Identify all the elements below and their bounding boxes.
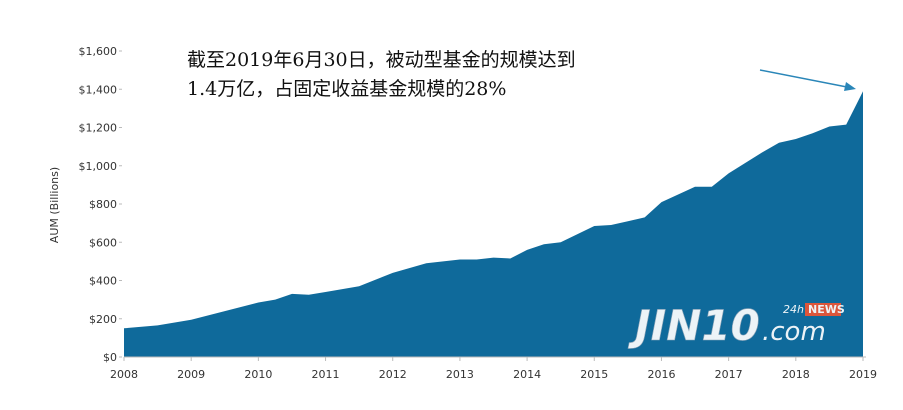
area <box>124 91 863 357</box>
watermark: JIN10 .com 24h NEWS <box>628 301 845 351</box>
x-tick-label: 2009 <box>177 368 205 381</box>
y-tick-label: $1,400 <box>79 83 118 96</box>
x-tick-label: 2011 <box>312 368 340 381</box>
y-tick-label: $0 <box>103 351 117 364</box>
arrow-head <box>844 82 856 91</box>
annotation: 截至2019年6月30日，被动型基金的规模达到 <box>187 49 576 71</box>
y-tick-label: $1,600 <box>79 45 118 58</box>
x-tick-label: 2015 <box>580 368 608 381</box>
y-tick-label: $1,200 <box>79 122 118 135</box>
y-tick-label: $200 <box>89 313 117 326</box>
watermark-brand: JIN10 <box>628 301 760 350</box>
watermark-badge-bg <box>805 303 841 316</box>
x-tick-label: 2018 <box>782 368 810 381</box>
x-tick-label: 2019 <box>849 368 877 381</box>
y-axis-label: AUM (Billions) <box>48 167 61 243</box>
arrow <box>759 69 853 89</box>
x-tick-label: 2012 <box>379 368 407 381</box>
y-tick-label: $800 <box>89 198 117 211</box>
x-tick-label: 2017 <box>715 368 743 381</box>
x-tick-label: 2014 <box>513 368 541 381</box>
x-tick-label: 2016 <box>647 368 675 381</box>
watermark-badge: NEWS <box>808 303 845 316</box>
x-tick-label: 2013 <box>446 368 474 381</box>
watermark-domain: .com <box>762 317 826 347</box>
y-tick-label: $600 <box>89 236 117 249</box>
watermark-badge: 24h <box>783 303 804 316</box>
y-tick-label: $1,000 <box>79 160 118 173</box>
x-tick-label: 2010 <box>244 368 272 381</box>
y-tick-label: $400 <box>89 275 117 288</box>
x-tick-label: 2008 <box>110 368 138 381</box>
annotation: 1.4万亿，占固定收益基金规模的28% <box>187 78 506 100</box>
